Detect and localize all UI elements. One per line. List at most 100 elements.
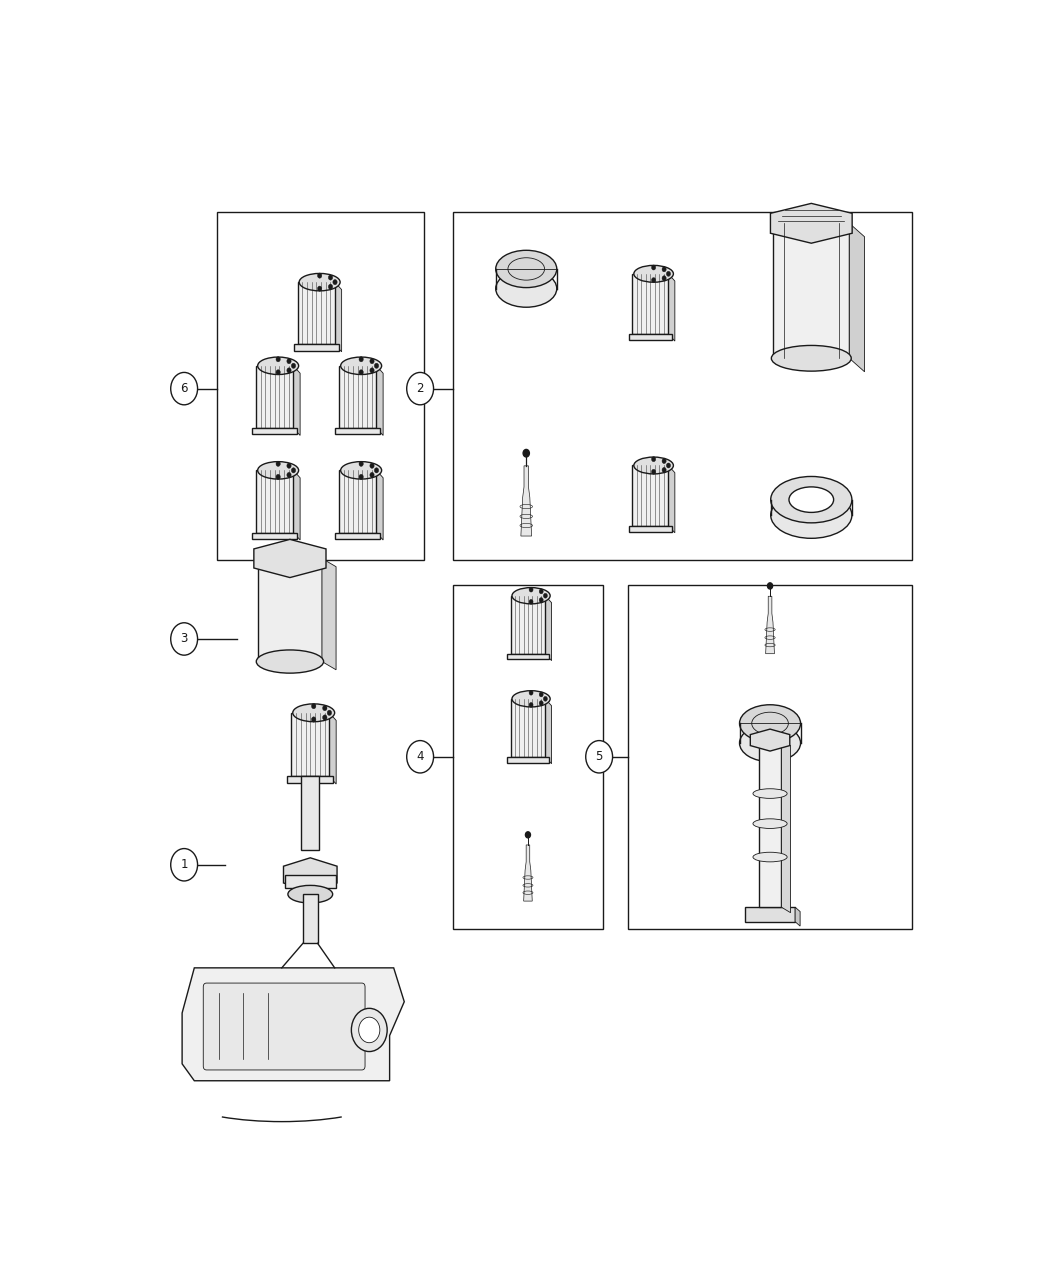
Polygon shape bbox=[298, 282, 335, 344]
Ellipse shape bbox=[753, 789, 788, 798]
Circle shape bbox=[329, 275, 333, 280]
Ellipse shape bbox=[512, 691, 550, 706]
Polygon shape bbox=[339, 470, 376, 533]
Circle shape bbox=[529, 690, 533, 695]
Polygon shape bbox=[293, 470, 300, 541]
Circle shape bbox=[375, 468, 379, 473]
Circle shape bbox=[317, 273, 321, 278]
Circle shape bbox=[370, 472, 374, 478]
Circle shape bbox=[375, 363, 379, 368]
Circle shape bbox=[652, 265, 655, 270]
Ellipse shape bbox=[753, 852, 788, 862]
Circle shape bbox=[352, 1009, 387, 1052]
Circle shape bbox=[329, 284, 333, 289]
Ellipse shape bbox=[257, 357, 298, 375]
Circle shape bbox=[370, 463, 374, 468]
Ellipse shape bbox=[256, 650, 323, 673]
Circle shape bbox=[544, 696, 547, 701]
Circle shape bbox=[525, 831, 530, 838]
Polygon shape bbox=[301, 776, 319, 850]
Circle shape bbox=[540, 589, 543, 594]
Text: 5: 5 bbox=[595, 750, 603, 764]
Ellipse shape bbox=[771, 492, 852, 538]
Text: 3: 3 bbox=[181, 632, 188, 645]
Circle shape bbox=[663, 468, 666, 473]
Polygon shape bbox=[330, 713, 336, 784]
Circle shape bbox=[312, 704, 316, 709]
Circle shape bbox=[333, 279, 337, 284]
Polygon shape bbox=[771, 204, 853, 244]
Circle shape bbox=[663, 275, 666, 280]
Circle shape bbox=[667, 272, 671, 277]
Circle shape bbox=[370, 358, 374, 363]
Ellipse shape bbox=[299, 273, 340, 291]
Polygon shape bbox=[376, 366, 383, 436]
Ellipse shape bbox=[771, 477, 852, 523]
Polygon shape bbox=[252, 533, 297, 539]
Circle shape bbox=[276, 357, 280, 362]
Ellipse shape bbox=[772, 346, 852, 371]
Polygon shape bbox=[303, 894, 317, 944]
Circle shape bbox=[359, 370, 363, 375]
Polygon shape bbox=[294, 344, 339, 351]
Polygon shape bbox=[510, 699, 545, 757]
Circle shape bbox=[544, 593, 547, 598]
Circle shape bbox=[312, 717, 316, 722]
Polygon shape bbox=[284, 858, 337, 891]
Ellipse shape bbox=[753, 819, 788, 829]
Ellipse shape bbox=[288, 885, 333, 903]
Ellipse shape bbox=[257, 462, 298, 479]
Ellipse shape bbox=[739, 724, 800, 761]
Bar bbox=[628, 585, 912, 928]
Ellipse shape bbox=[496, 250, 556, 288]
Polygon shape bbox=[322, 558, 336, 669]
Polygon shape bbox=[629, 525, 672, 532]
Circle shape bbox=[359, 1017, 380, 1043]
Ellipse shape bbox=[789, 487, 834, 513]
Polygon shape bbox=[335, 533, 380, 539]
Ellipse shape bbox=[634, 456, 673, 474]
Polygon shape bbox=[335, 428, 380, 435]
Polygon shape bbox=[258, 558, 322, 662]
Circle shape bbox=[529, 588, 533, 592]
Polygon shape bbox=[545, 595, 551, 660]
Circle shape bbox=[328, 710, 332, 715]
Circle shape bbox=[171, 372, 197, 405]
Circle shape bbox=[652, 456, 655, 462]
Polygon shape bbox=[254, 539, 326, 578]
Circle shape bbox=[540, 692, 543, 697]
Circle shape bbox=[171, 622, 197, 655]
Polygon shape bbox=[256, 366, 293, 428]
Circle shape bbox=[359, 462, 363, 467]
Circle shape bbox=[529, 703, 533, 708]
Circle shape bbox=[287, 367, 291, 374]
Polygon shape bbox=[376, 470, 383, 541]
Polygon shape bbox=[759, 740, 781, 908]
Text: 4: 4 bbox=[417, 750, 424, 764]
Ellipse shape bbox=[340, 462, 381, 479]
Circle shape bbox=[276, 370, 280, 375]
Polygon shape bbox=[507, 654, 549, 659]
Polygon shape bbox=[288, 776, 333, 783]
Circle shape bbox=[370, 367, 374, 374]
Polygon shape bbox=[256, 470, 293, 533]
Polygon shape bbox=[545, 699, 551, 764]
Circle shape bbox=[540, 701, 543, 705]
Ellipse shape bbox=[496, 270, 556, 307]
Circle shape bbox=[523, 449, 529, 456]
Circle shape bbox=[359, 357, 363, 362]
Circle shape bbox=[406, 372, 434, 405]
Bar bbox=[216, 212, 424, 561]
Circle shape bbox=[276, 462, 280, 467]
Circle shape bbox=[359, 474, 363, 479]
Circle shape bbox=[663, 459, 666, 464]
Bar bbox=[453, 212, 912, 561]
Circle shape bbox=[540, 598, 543, 603]
Polygon shape bbox=[524, 845, 532, 901]
Ellipse shape bbox=[634, 265, 673, 282]
Polygon shape bbox=[773, 223, 849, 358]
Polygon shape bbox=[291, 713, 330, 776]
Polygon shape bbox=[521, 465, 531, 536]
Circle shape bbox=[287, 358, 291, 363]
Polygon shape bbox=[849, 223, 864, 372]
